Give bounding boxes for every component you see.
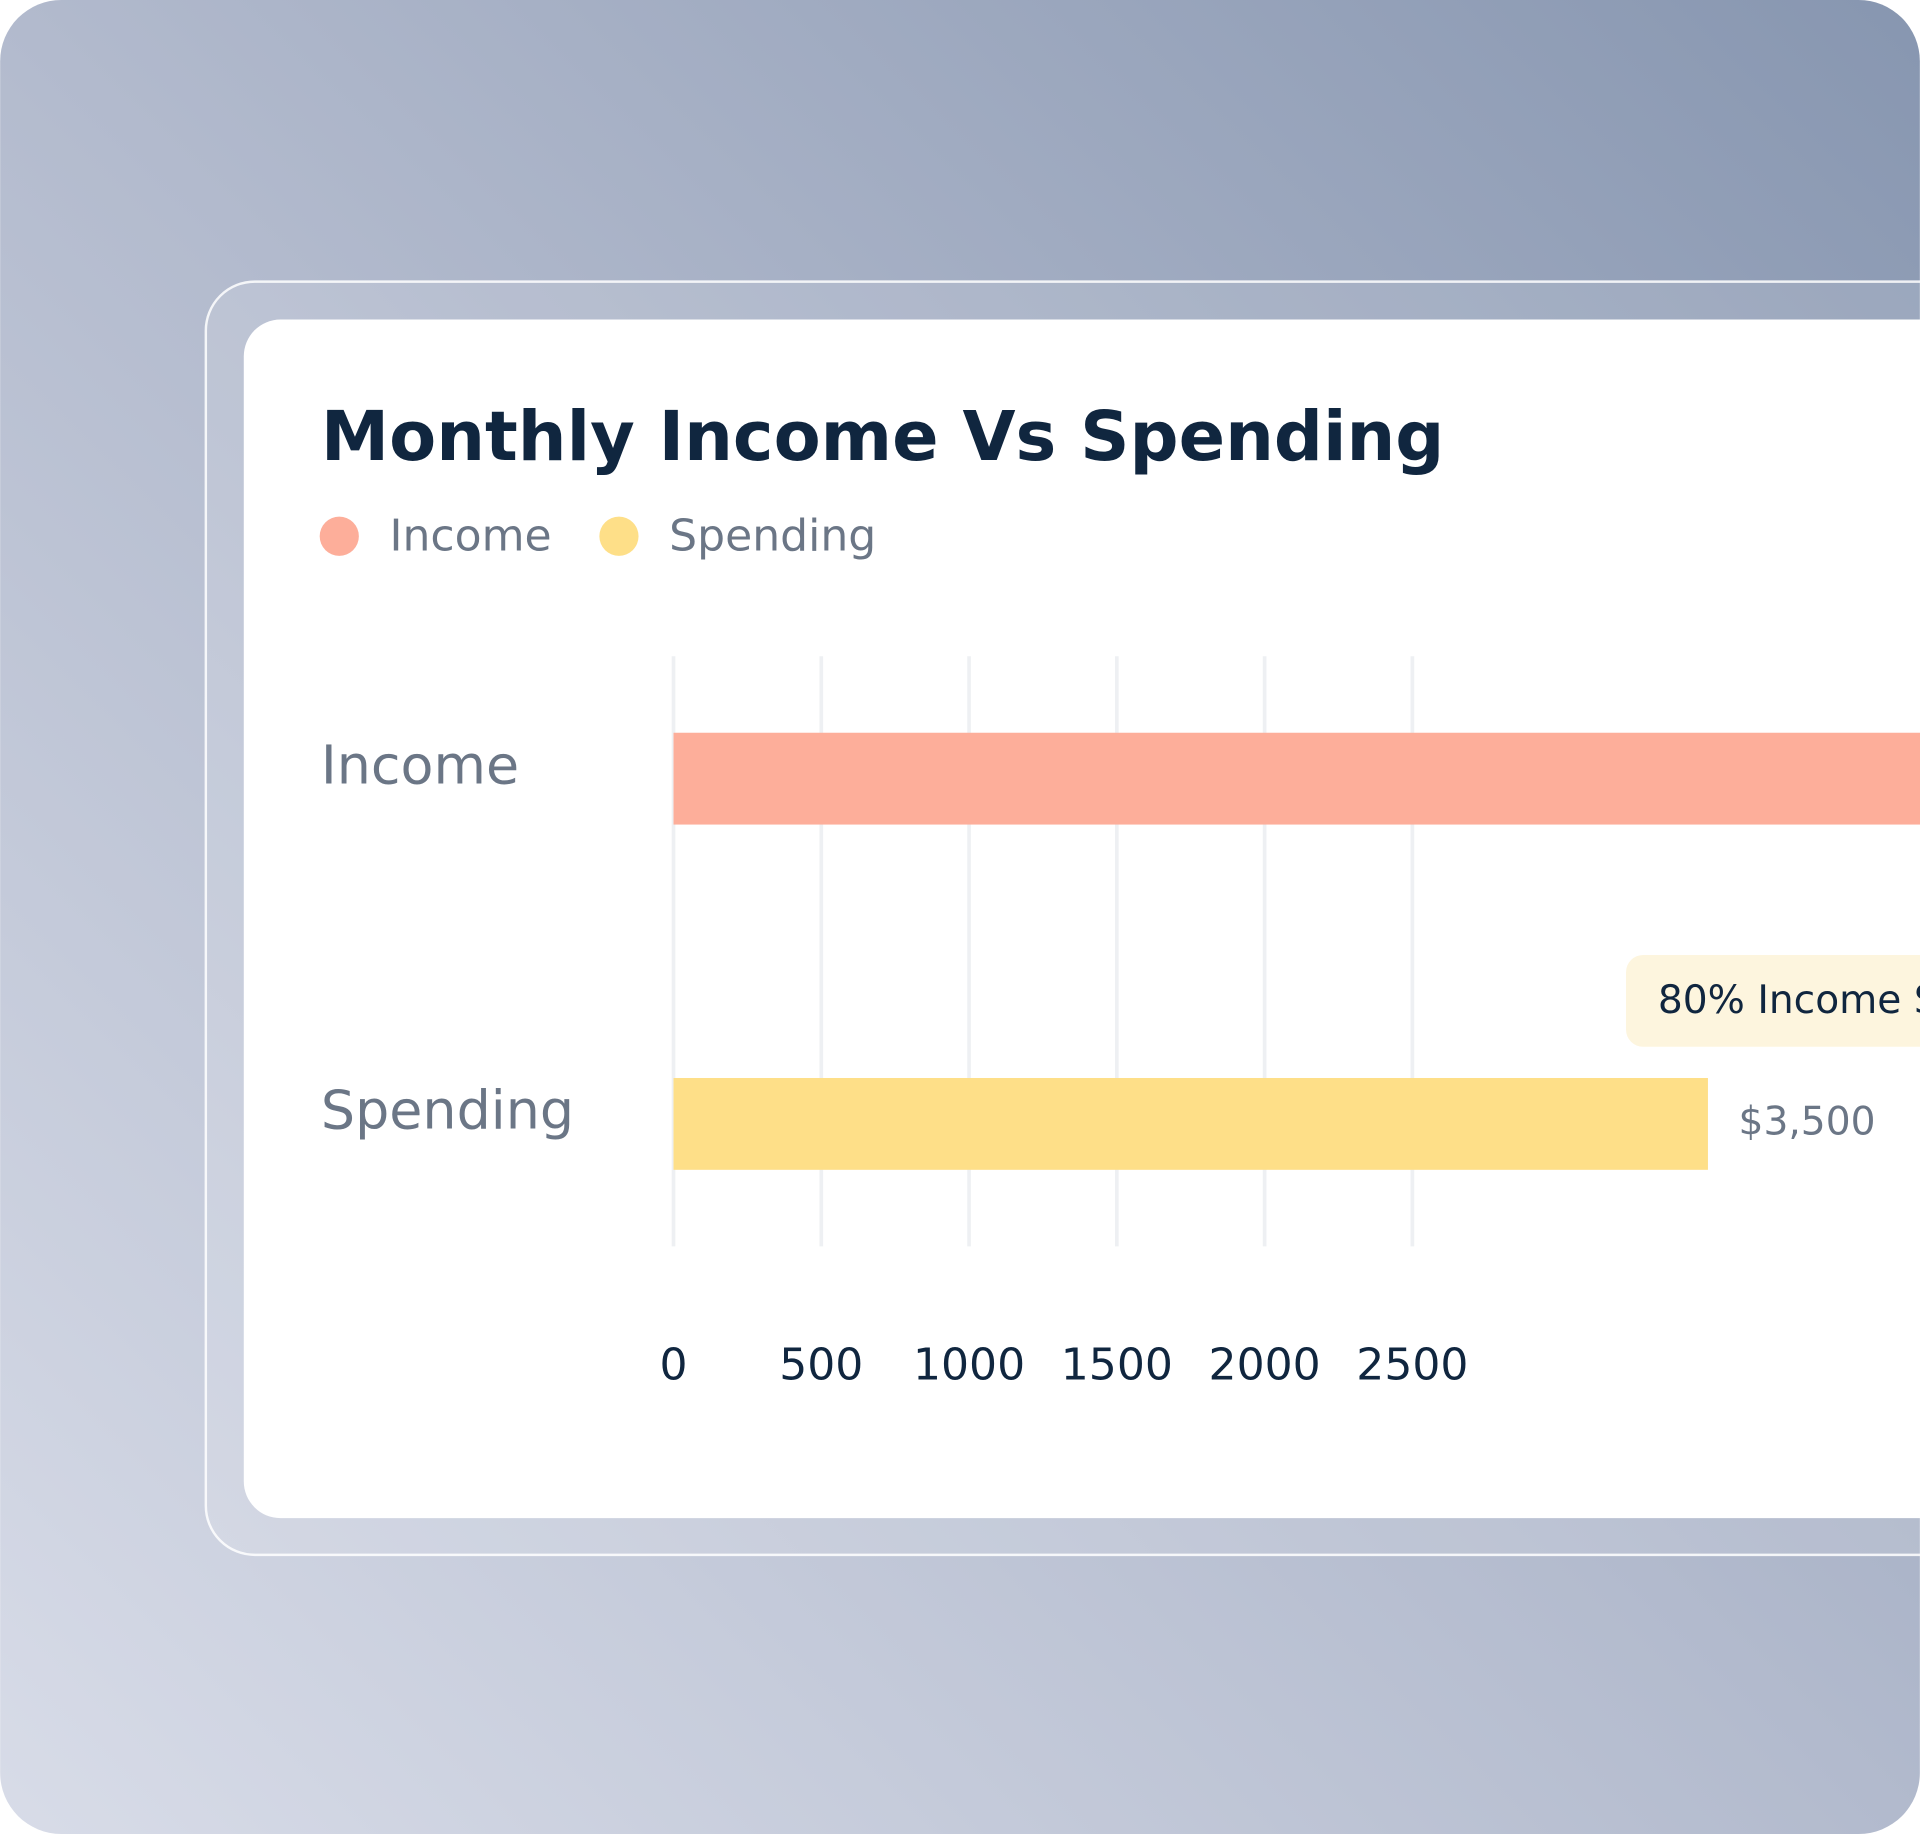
x-tick-label: 2500 — [1356, 1340, 1468, 1391]
legend-label: Spending — [669, 511, 876, 562]
legend-label: Income — [389, 511, 551, 562]
annotation-box — [1626, 954, 1920, 1047]
plot-area: 0 500 1000 1500 2000 2500 Income Spending Income… — [319, 511, 1920, 1391]
bar — [673, 1077, 1708, 1170]
legend-marker — [319, 516, 359, 556]
x-tick-label: 1500 — [1061, 1340, 1173, 1391]
legend-marker — [599, 516, 639, 556]
x-tick-label: 0 — [659, 1340, 687, 1391]
annotation: 80% Income S — [1658, 978, 1920, 1023]
data-label: $3,500 — [1739, 1099, 1876, 1144]
x-tick-label: 1000 — [913, 1340, 1025, 1391]
y-tick-label: Income — [321, 734, 519, 797]
y-tick-label: Spending — [321, 1079, 574, 1142]
chart-title: Monthly Income Vs Spending — [321, 397, 1444, 477]
bar — [673, 732, 1920, 825]
card — [243, 319, 1920, 1519]
x-tick-label: 500 — [779, 1340, 863, 1391]
x-tick-label: 2000 — [1209, 1340, 1321, 1391]
